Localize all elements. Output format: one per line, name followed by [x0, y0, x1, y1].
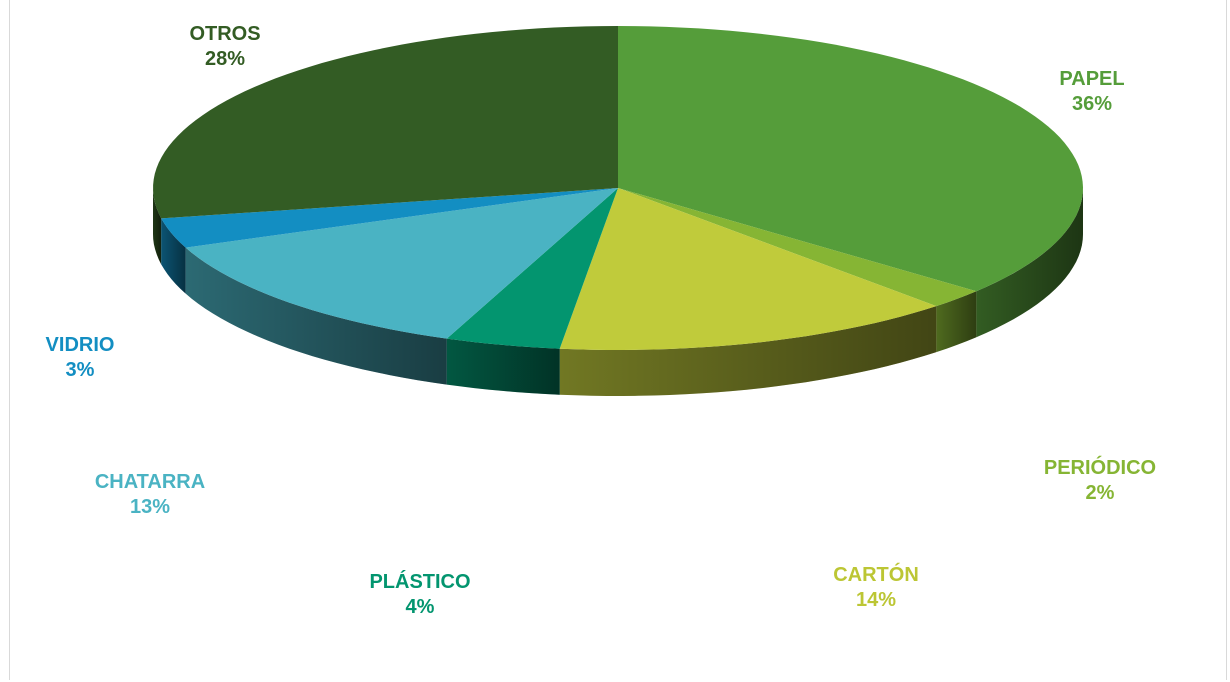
- slice-otros: [153, 26, 618, 219]
- slice-periodico: [618, 188, 977, 307]
- slice-plastico: [446, 188, 618, 349]
- side-shade-vidrio: [161, 218, 186, 294]
- pie-tops: [153, 26, 1083, 350]
- label-plastico-name: PLÁSTICO: [369, 571, 471, 593]
- slice-carton: [559, 188, 937, 350]
- label-vidrio: VIDRIO 3%: [46, 333, 115, 383]
- side-shade-periodico: [936, 291, 977, 353]
- label-carton: CARTÓN 14%: [833, 563, 919, 613]
- label-otros-name: OTROS: [189, 23, 261, 45]
- label-plastico: PLÁSTICO 4%: [369, 570, 470, 620]
- slice-chatarra: [185, 188, 618, 339]
- side-shade-otros: [153, 188, 162, 265]
- label-chatarra: CHATARRA 13%: [95, 470, 205, 520]
- chart-frame: [9, 0, 1227, 680]
- label-otros: OTROS 28%: [189, 22, 260, 72]
- label-periodico-value: 2%: [1085, 482, 1115, 504]
- side-shade-plastico: [446, 338, 560, 395]
- label-otros-value: 28%: [204, 48, 246, 70]
- label-carton-value: 14%: [855, 589, 897, 611]
- label-plastico-value: 4%: [405, 596, 435, 618]
- side-shade-papel: [976, 188, 1083, 338]
- label-vidrio-value: 3%: [65, 359, 95, 381]
- side-shade-carton: [559, 306, 937, 396]
- label-papel-name: PAPEL: [1059, 68, 1125, 90]
- label-periodico: PERIÓDICO 2%: [1044, 456, 1156, 506]
- label-periodico-name: PERIÓDICO: [1043, 457, 1157, 479]
- side-shade-chatarra: [185, 247, 447, 385]
- slice-vidrio: [161, 188, 618, 248]
- slice-papel: [618, 26, 1083, 292]
- label-papel-value: 36%: [1071, 93, 1113, 115]
- label-vidrio-name: VIDRIO: [45, 334, 115, 356]
- label-chatarra-name: CHATARRA: [94, 471, 206, 493]
- label-chatarra-value: 13%: [129, 496, 171, 518]
- label-carton-name: CARTÓN: [833, 564, 919, 586]
- pie-sides: [153, 188, 1083, 396]
- label-papel: PAPEL 36%: [1059, 67, 1124, 117]
